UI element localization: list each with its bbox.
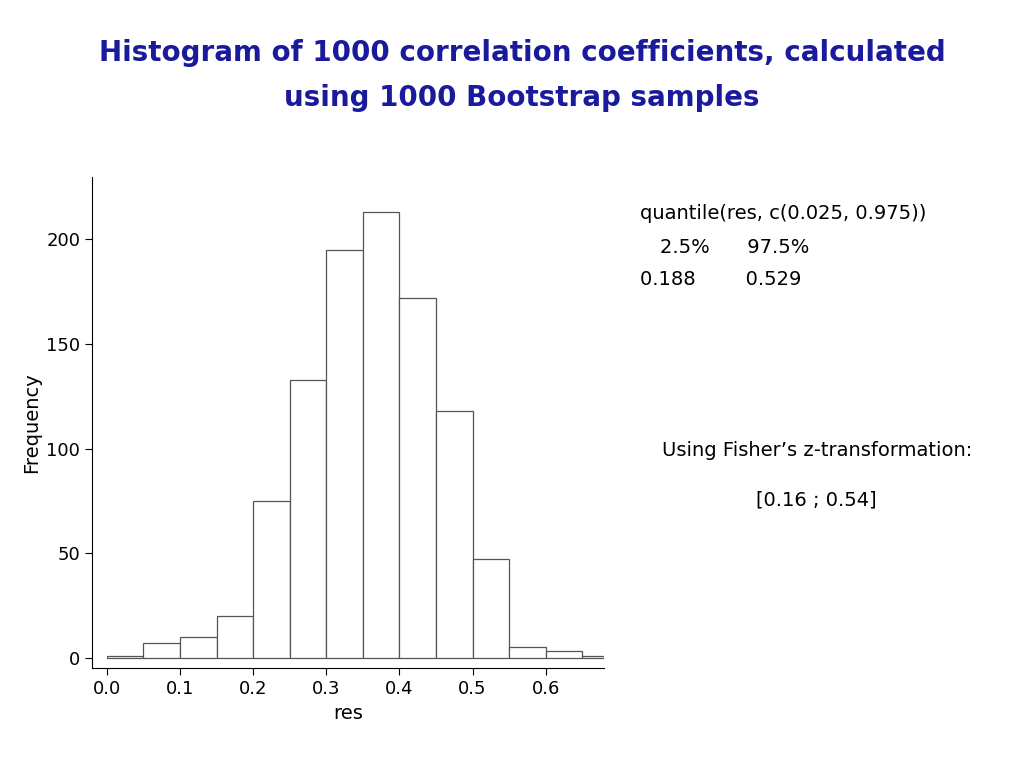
Text: quantile(res, c(0.025, 0.975)): quantile(res, c(0.025, 0.975)) (640, 204, 927, 223)
X-axis label: res: res (333, 703, 364, 723)
Text: using 1000 Bootstrap samples: using 1000 Bootstrap samples (285, 84, 760, 112)
Bar (253, 501, 290, 657)
Bar (583, 656, 618, 657)
Text: Using Fisher’s z-transformation:: Using Fisher’s z-transformation: (662, 441, 972, 460)
Y-axis label: Frequency: Frequency (22, 372, 41, 473)
Bar (399, 298, 436, 657)
Bar (472, 559, 509, 657)
Text: 2.5%      97.5%: 2.5% 97.5% (660, 238, 810, 257)
Bar (180, 637, 216, 657)
Bar (327, 250, 362, 657)
Text: [0.16 ; 0.54]: [0.16 ; 0.54] (757, 491, 877, 509)
Bar (216, 616, 253, 657)
Bar (509, 647, 546, 657)
Bar (143, 643, 180, 657)
Bar (546, 651, 583, 657)
Text: Histogram of 1000 correlation coefficients, calculated: Histogram of 1000 correlation coefficien… (99, 39, 945, 67)
Bar (362, 212, 399, 657)
Text: 0.188        0.529: 0.188 0.529 (640, 270, 802, 290)
Bar (290, 379, 327, 657)
Bar (106, 656, 143, 657)
Bar (436, 411, 472, 657)
